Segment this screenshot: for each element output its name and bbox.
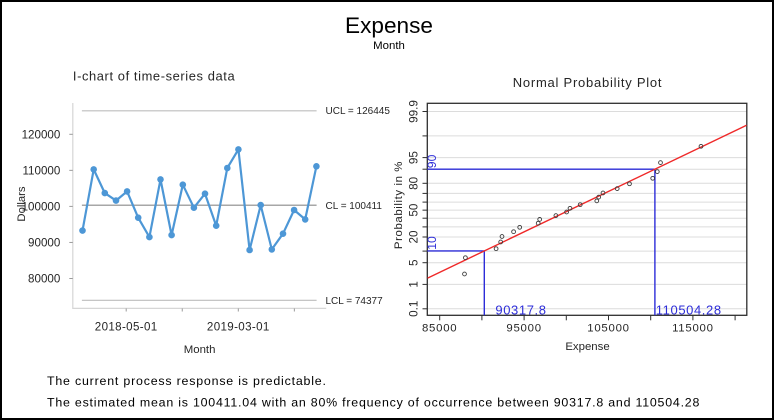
svg-text:2019-03-01: 2019-03-01 — [207, 321, 270, 334]
svg-text:CL = 100411: CL = 100411 — [326, 201, 383, 212]
svg-text:90317.8: 90317.8 — [495, 302, 546, 317]
svg-text:0.1: 0.1 — [407, 301, 420, 317]
svg-text:105000: 105000 — [587, 323, 630, 335]
svg-text:95000: 95000 — [506, 323, 541, 335]
svg-text:80: 80 — [407, 176, 420, 190]
svg-text:115000: 115000 — [672, 323, 714, 335]
svg-text:I-chart of time-series data: I-chart of time-series data — [73, 69, 236, 84]
svg-text:Normal Probability Plot: Normal Probability Plot — [513, 75, 662, 90]
svg-text:120000: 120000 — [22, 128, 61, 141]
svg-text:50: 50 — [407, 203, 420, 217]
svg-text:Expense: Expense — [565, 341, 609, 353]
svg-text:95: 95 — [407, 151, 420, 165]
svg-text:100000: 100000 — [22, 201, 61, 214]
svg-text:5: 5 — [407, 259, 420, 266]
svg-text:Month: Month — [184, 344, 216, 356]
svg-text:Dollars: Dollars — [16, 186, 28, 222]
svg-text:Probability in %: Probability in % — [393, 161, 405, 249]
svg-text:90000: 90000 — [28, 237, 60, 250]
svg-text:UCL = 126445: UCL = 126445 — [326, 106, 391, 117]
svg-text:99.9: 99.9 — [407, 100, 420, 123]
svg-text:The current process response i: The current process response is predicta… — [47, 374, 327, 388]
svg-text:20: 20 — [407, 230, 420, 244]
svg-text:10: 10 — [425, 236, 439, 250]
svg-text:LCL = 74377: LCL = 74377 — [326, 296, 384, 307]
svg-text:110000: 110000 — [22, 164, 60, 177]
svg-text:Expense: Expense — [345, 13, 433, 38]
svg-text:1: 1 — [407, 281, 420, 288]
svg-text:85000: 85000 — [422, 323, 457, 335]
svg-text:2018-05-01: 2018-05-01 — [95, 321, 158, 334]
svg-text:The estimated mean is 100411.0: The estimated mean is 100411.04 with an … — [47, 396, 700, 410]
svg-text:90: 90 — [425, 154, 439, 168]
svg-text:110504.28: 110504.28 — [656, 302, 722, 317]
svg-text:Month: Month — [373, 40, 405, 52]
svg-text:80000: 80000 — [28, 273, 60, 286]
